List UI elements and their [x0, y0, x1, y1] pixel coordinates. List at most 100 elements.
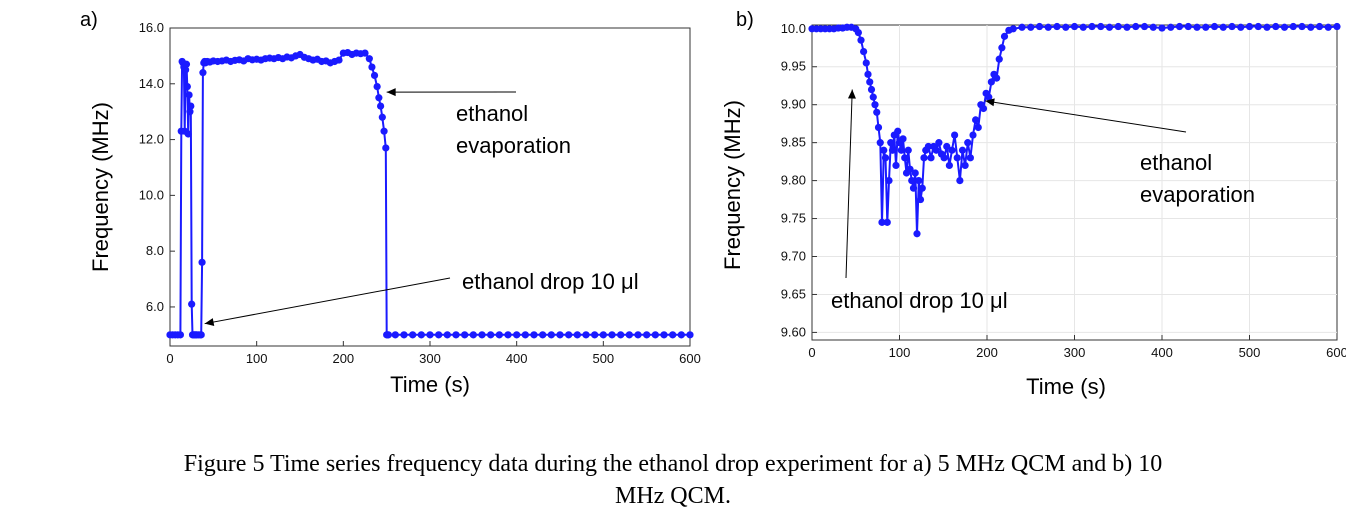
- data-point-b: [906, 165, 914, 173]
- y-tick-label-b: 9.75: [781, 211, 806, 226]
- data-point-a: [487, 331, 495, 339]
- data-point-b: [883, 218, 891, 226]
- data-point-b: [1053, 22, 1061, 31]
- data-point-b: [940, 154, 948, 162]
- annotation-text-b: evaporation: [1140, 182, 1255, 207]
- data-point-b: [1158, 24, 1166, 32]
- data-point-b: [1184, 22, 1192, 31]
- x-tick-label-b: 100: [889, 345, 911, 360]
- data-point-b: [1079, 23, 1087, 31]
- annotation-arrow-line-b: [845, 89, 853, 279]
- data-point-a: [199, 69, 207, 77]
- data-point-b: [932, 146, 940, 154]
- data-point-b: [1307, 23, 1315, 31]
- data-point-b: [961, 161, 969, 170]
- data-point-b: [1263, 23, 1271, 31]
- data-point-b: [1280, 23, 1289, 31]
- data-point-b: [1000, 32, 1009, 40]
- data-point-b: [911, 169, 919, 177]
- data-point-a: [547, 331, 555, 339]
- data-point-b: [1254, 22, 1262, 31]
- data-point-a: [651, 331, 659, 339]
- data-point-b: [1315, 22, 1324, 31]
- data-point-b: [1088, 22, 1096, 31]
- annotation-arrow-head-b: [985, 98, 995, 107]
- data-point-b: [995, 55, 1003, 63]
- data-point-b: [1070, 22, 1079, 31]
- data-point-a: [182, 66, 190, 74]
- data-point-b: [1219, 23, 1227, 31]
- y-tick-label-a: 12.0: [139, 132, 164, 147]
- data-point-b: [1245, 22, 1254, 31]
- data-point-b: [913, 230, 921, 238]
- x-axis-label-b: Time (s): [1026, 374, 1106, 399]
- data-point-b: [953, 154, 961, 162]
- data-point-b: [1175, 22, 1184, 31]
- y-tick-label-a: 6.0: [146, 299, 164, 314]
- data-point-a: [378, 113, 386, 121]
- data-point-b: [866, 78, 874, 86]
- annotation-text-a: ethanol: [456, 101, 528, 126]
- series-line-b: [812, 25, 1338, 234]
- chart-a: 0 100 200 300 400 500 600 6.0 8.0 10.0 12.0 14.0 16.…: [80, 9, 701, 397]
- data-point-b: [881, 154, 890, 162]
- data-point-b: [899, 135, 907, 143]
- data-point-a: [539, 331, 547, 339]
- data-point-b: [1272, 22, 1280, 31]
- annotation-arrow-head-b: [847, 89, 856, 99]
- data-point-a: [634, 331, 642, 339]
- data-point-b: [908, 177, 916, 185]
- data-point-b: [1062, 23, 1070, 31]
- data-point-a: [176, 331, 184, 339]
- data-point-a: [382, 144, 390, 152]
- data-point-b: [1140, 22, 1149, 31]
- data-point-b: [956, 177, 964, 185]
- data-point-b: [864, 70, 872, 78]
- data-point-b: [1097, 22, 1105, 31]
- annotation-text-a: ethanol drop 10 μl: [462, 269, 639, 294]
- data-point-b: [1298, 22, 1306, 31]
- y-tick-label-b: 9.60: [781, 324, 806, 339]
- ticks-a: 0 100 200 300 400 500 600 6.0 8.0 10.0 12.0 14.0 16.…: [139, 20, 701, 366]
- y-tick-label-b: 9.65: [781, 286, 806, 301]
- data-point-b: [987, 78, 995, 86]
- series-points-b: [808, 22, 1341, 238]
- data-point-b: [880, 146, 888, 154]
- data-point-a: [417, 331, 425, 339]
- data-point-b: [951, 131, 959, 139]
- data-point-b: [1027, 23, 1035, 31]
- data-point-a: [669, 331, 677, 339]
- data-point-b: [871, 101, 879, 109]
- data-point-a: [198, 258, 206, 266]
- x-tick-label-b: 400: [1151, 345, 1173, 360]
- x-tick-label-b: 500: [1239, 345, 1261, 360]
- data-point-a: [521, 331, 529, 339]
- ticks-b: 0 100 200 300 400 500 600 9.60 9.65 9.70 9.75 9.80 9…: [781, 21, 1346, 360]
- x-tick-label-a: 300: [419, 351, 441, 366]
- data-point-b: [985, 93, 993, 101]
- data-point-a: [469, 331, 477, 339]
- data-point-b: [1167, 23, 1175, 31]
- data-point-b: [916, 195, 925, 204]
- y-tick-label-b: 9.70: [781, 249, 806, 264]
- data-point-b: [1289, 22, 1297, 31]
- panel-label-a: a): [80, 9, 98, 31]
- data-point-b: [974, 123, 982, 132]
- data-point-a: [370, 71, 379, 80]
- data-point-b: [943, 142, 951, 151]
- data-point-a: [365, 55, 373, 63]
- data-point-a: [400, 331, 408, 339]
- x-tick-label-b: 600: [1326, 345, 1346, 360]
- data-point-a: [361, 49, 369, 57]
- annotations-a: ethanol evaporation ethanol drop 10 μl: [204, 88, 639, 326]
- annotation-arrow-head-a: [204, 318, 215, 326]
- data-point-b: [873, 108, 881, 116]
- data-point-b: [1193, 23, 1201, 31]
- data-point-b: [935, 139, 943, 147]
- data-point-b: [958, 146, 967, 154]
- data-point-a: [504, 331, 512, 339]
- annotation-text-b: ethanol: [1140, 150, 1212, 175]
- data-point-b: [909, 184, 918, 192]
- panel-label-b: b): [736, 9, 754, 31]
- data-point-a: [530, 331, 538, 339]
